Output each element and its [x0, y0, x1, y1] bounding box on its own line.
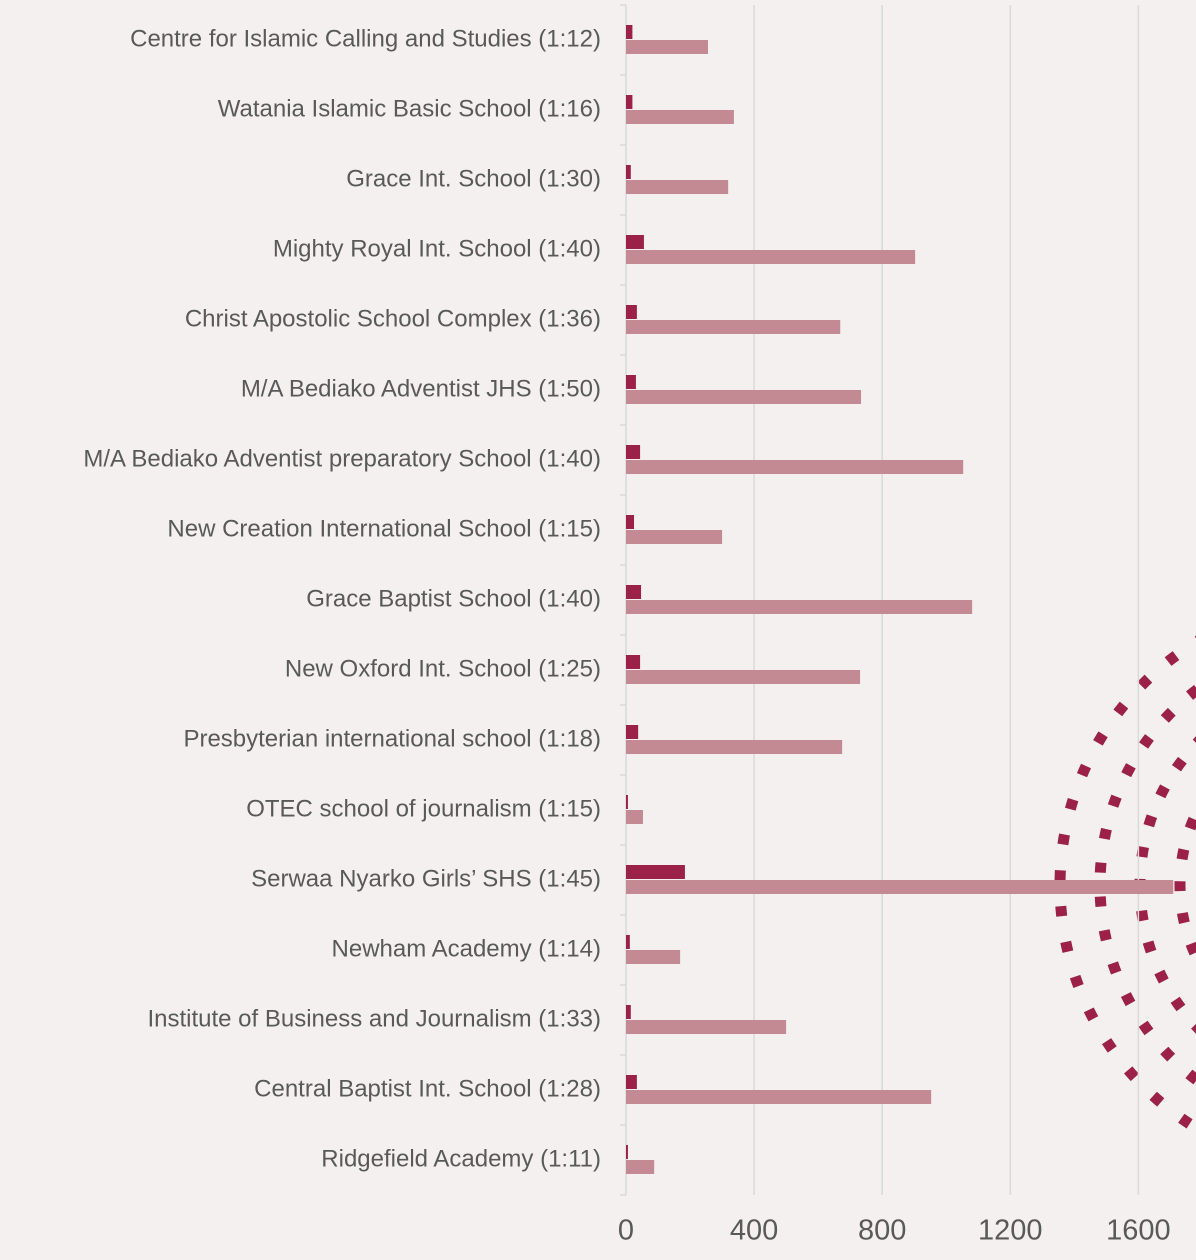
y-tick-label: Serwaa Nyarko Girls’ SHS (1:45): [251, 865, 601, 892]
bar: [626, 865, 685, 879]
bar: [626, 950, 680, 964]
y-tick-label: Presbyterian international school (1:18): [183, 725, 601, 752]
bar: [626, 740, 842, 754]
bar: [626, 600, 972, 614]
y-tick-label: Mighty Royal Int. School (1:40): [273, 235, 601, 262]
y-tick-label: Watania Islamic Basic School (1:16): [218, 95, 601, 122]
y-tick-label: Central Baptist Int. School (1:28): [254, 1075, 601, 1102]
bar: [626, 1145, 628, 1159]
bar: [626, 655, 640, 669]
bar: [626, 25, 632, 39]
bar: [626, 305, 637, 319]
x-tick-label: 400: [730, 1215, 778, 1247]
bar: [626, 445, 640, 459]
bar: [626, 725, 638, 739]
bar: [626, 795, 628, 809]
bar: [626, 180, 728, 194]
bar: [626, 250, 915, 264]
bar: [626, 320, 840, 334]
bar: [626, 585, 641, 599]
bar: [626, 165, 631, 179]
y-tick-label: M/A Bediako Adventist preparatory School…: [83, 445, 601, 472]
bar: [626, 235, 644, 249]
bar: [626, 530, 722, 544]
x-tick-label: 0: [618, 1215, 634, 1247]
y-tick-label: Centre for Islamic Calling and Studies (…: [130, 25, 601, 52]
bar: [626, 1160, 654, 1174]
bar: [626, 375, 636, 389]
bar: [626, 390, 861, 404]
x-tick-label: 1200: [978, 1215, 1043, 1247]
bar: [626, 460, 963, 474]
y-tick-label: M/A Bediako Adventist JHS (1:50): [241, 375, 601, 402]
y-tick-label: Grace Int. School (1:30): [346, 165, 601, 192]
bar: [626, 95, 632, 109]
bar: [626, 40, 708, 54]
bar: [626, 110, 734, 124]
y-tick-label: OTEC school of journalism (1:15): [246, 795, 601, 822]
bar: [626, 1090, 931, 1104]
decor-arc: [1180, 720, 1196, 1050]
bar: [626, 935, 630, 949]
bar: [626, 1075, 637, 1089]
y-tick-label: Christ Apostolic School Complex (1:36): [185, 305, 601, 332]
y-tick-label: Grace Baptist School (1:40): [306, 585, 601, 612]
y-tick-label: Newham Academy (1:14): [332, 935, 601, 962]
bar: [626, 810, 643, 824]
y-tick-label: New Oxford Int. School (1:25): [285, 655, 601, 682]
bar: [626, 1020, 786, 1034]
bar: [626, 880, 1173, 894]
y-tick-label: Institute of Business and Journalism (1:…: [147, 1005, 601, 1032]
y-tick-label: Ridgefield Academy (1:11): [321, 1145, 601, 1172]
bar: [626, 1005, 631, 1019]
x-tick-label: 800: [858, 1215, 906, 1247]
x-tick-label: 1600: [1106, 1215, 1171, 1247]
chart: 0 400 800 1200 1600 Centre for Islamic Callin…: [0, 0, 1196, 1260]
y-tick-label: New Creation International School (1:15): [167, 515, 601, 542]
bar: [626, 515, 634, 529]
bar: [626, 670, 860, 684]
